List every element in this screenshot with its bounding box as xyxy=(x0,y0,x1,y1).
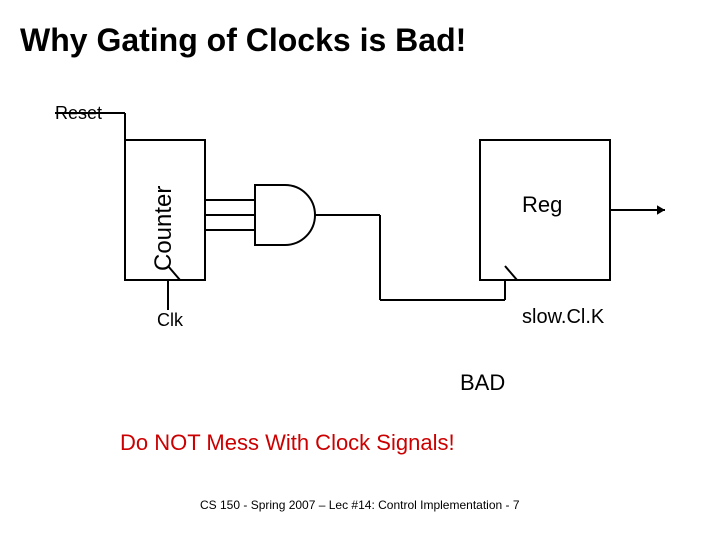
clock-gating-diagram xyxy=(0,0,720,540)
